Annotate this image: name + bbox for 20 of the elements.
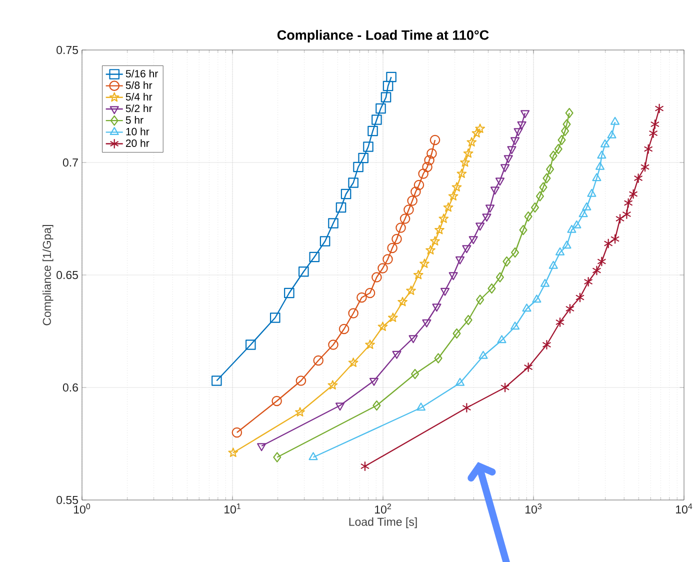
legend-label: 5 hr xyxy=(126,116,144,124)
legend-label: 5/2 hr xyxy=(126,104,152,112)
legend-label: 10 hr xyxy=(126,128,150,136)
x-tick-label: 10$^{0}$ xyxy=(74,504,90,514)
y-tick-label: 0.55 xyxy=(56,496,78,504)
y-tick-label: 0.7 xyxy=(62,158,78,167)
legend-label: 5/16 hr xyxy=(126,70,158,78)
x-tick-label: 10$^{4}$ xyxy=(676,504,692,514)
legend-label: 20 hr xyxy=(126,139,150,147)
chart-title: Compliance - Load Time at 110°C xyxy=(277,30,489,42)
legend-label: 5/8 hr xyxy=(126,81,152,89)
x-tick-label: 10$^{1}$ xyxy=(224,504,240,514)
y-tick-label: 0.65 xyxy=(56,270,78,280)
y-tick-label: 0.6 xyxy=(62,383,78,392)
x-tick-label: 10$^{3}$ xyxy=(526,504,542,514)
y-tick-label: 0.75 xyxy=(56,46,78,54)
x-axis-title: Load Time [s] xyxy=(349,517,417,528)
y-axis-title: Compliance [1/Gpa] xyxy=(42,225,54,326)
x-tick-label: 10$^{2}$ xyxy=(375,504,391,514)
legend-label: 5/4 hr xyxy=(126,92,152,101)
